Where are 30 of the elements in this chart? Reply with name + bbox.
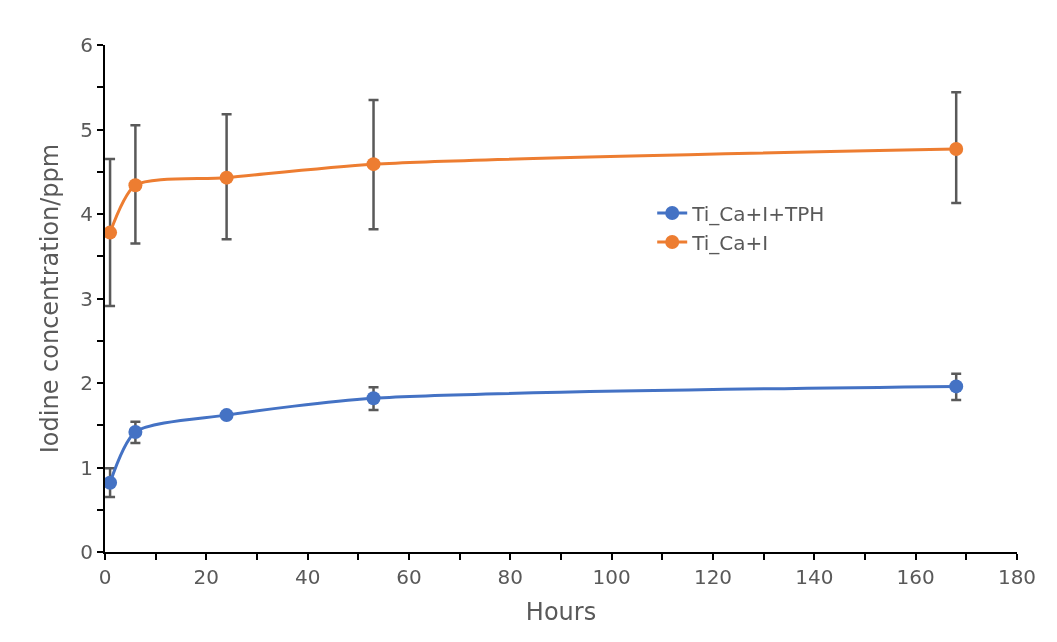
legend-label: Ti_Ca+I+TPH xyxy=(691,201,825,226)
x-tick-label: 180 xyxy=(997,565,1037,589)
point xyxy=(219,408,234,423)
x-tick-label: 140 xyxy=(795,565,834,589)
point xyxy=(103,475,118,490)
y-tick-label: 6 xyxy=(80,33,93,57)
point xyxy=(949,141,964,156)
legend-label: Ti_Ca+I xyxy=(691,230,769,255)
y-axis-title: Iodine concentration/ppm xyxy=(35,143,64,454)
point xyxy=(128,178,143,193)
x-tick-label: 100 xyxy=(592,565,631,589)
x-tick-label: 40 xyxy=(294,565,321,589)
y-tick-label: 2 xyxy=(80,371,93,395)
point xyxy=(128,425,143,439)
y-tick-label: 3 xyxy=(80,286,93,311)
x-axis-title: Hours xyxy=(525,597,597,626)
y-tick-label: 4 xyxy=(80,202,93,226)
point xyxy=(949,379,964,394)
point xyxy=(219,170,234,185)
y-tick-label: 5 xyxy=(80,117,93,142)
x-tick-label: 60 xyxy=(396,565,422,589)
point xyxy=(366,391,381,406)
x-tick-label: 120 xyxy=(693,565,733,589)
x-tick-label: 160 xyxy=(896,565,935,589)
y-tick-label: 0 xyxy=(80,540,93,564)
y-tick-label: 1 xyxy=(80,455,93,480)
x-tick-label: 0 xyxy=(98,565,112,589)
point xyxy=(366,157,381,172)
x-tick-label: 20 xyxy=(193,565,220,589)
x-tick-label: 80 xyxy=(497,565,524,589)
